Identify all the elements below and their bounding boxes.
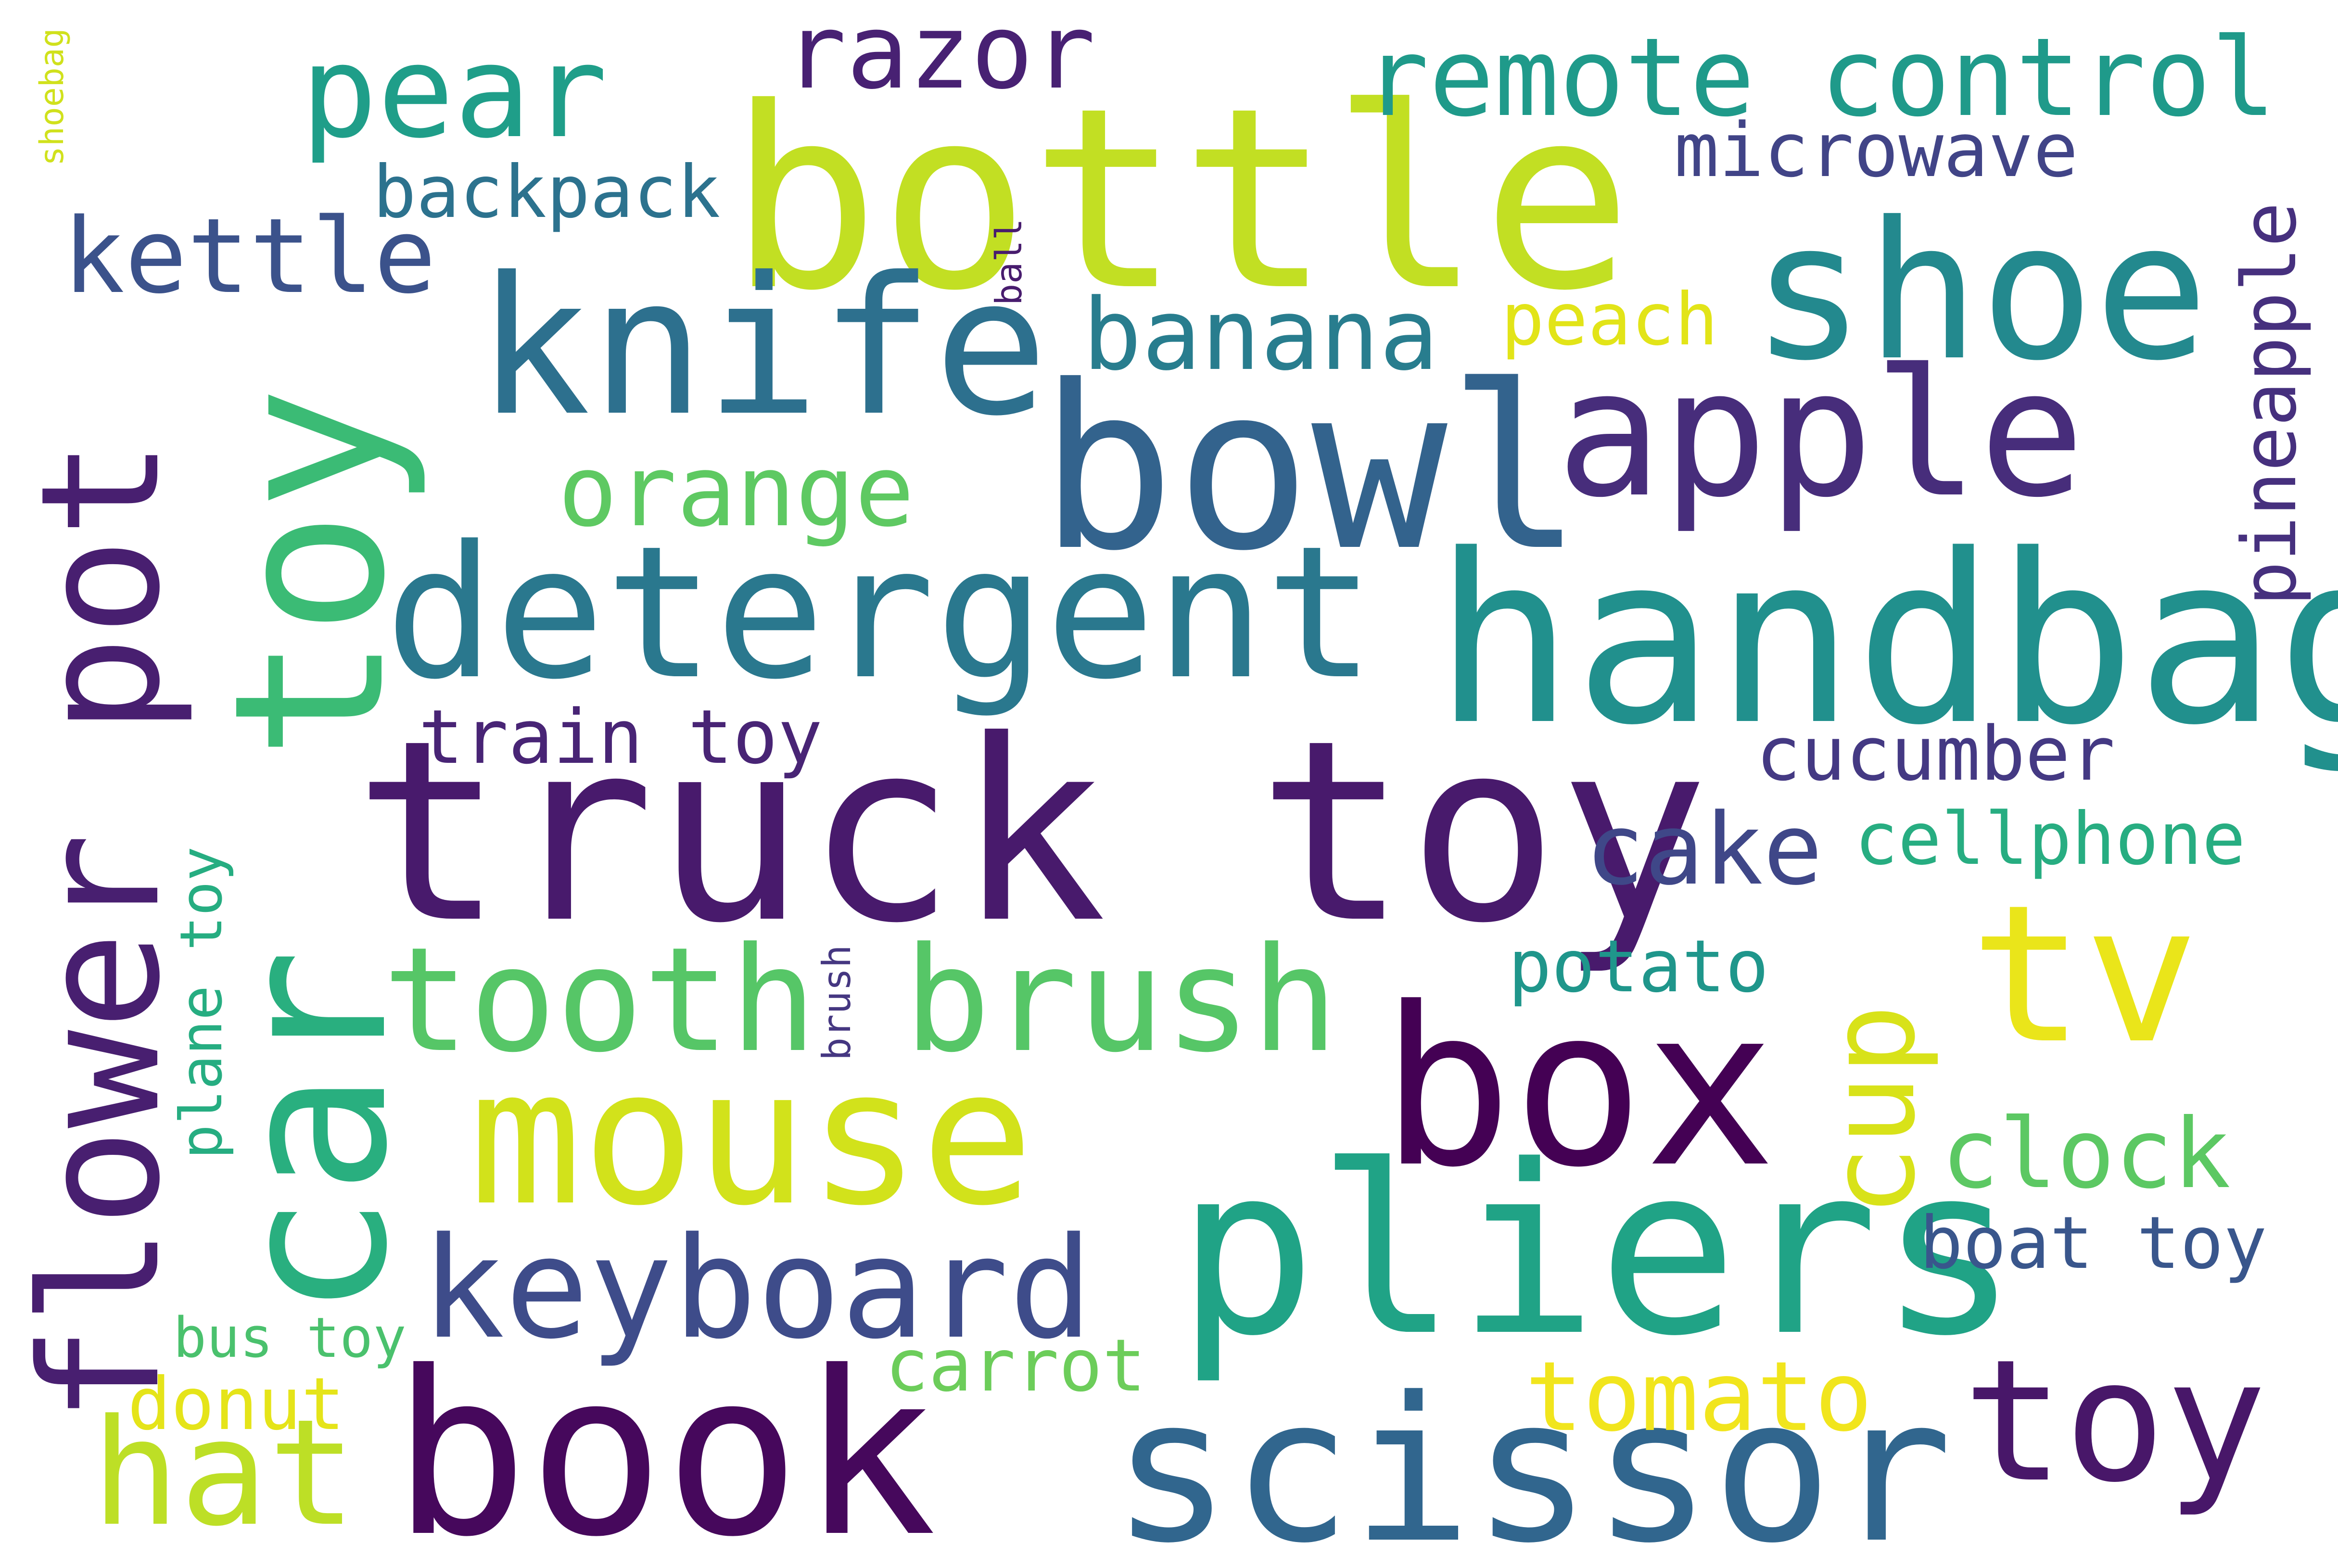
word-backpack: backpack bbox=[373, 151, 721, 234]
word-scissor: scissor bbox=[1111, 1354, 1953, 1568]
word-carrot: carrot bbox=[885, 1324, 1146, 1408]
word-plane-toy: plane toy bbox=[168, 846, 235, 1159]
word-handbag: handbag bbox=[1434, 505, 2338, 776]
word-bus-toy: bus toy bbox=[173, 1306, 407, 1370]
word-remote-control-text: remote control bbox=[1364, 15, 2276, 141]
word-tomato: tomato bbox=[1525, 1341, 1873, 1453]
word-brush: brush bbox=[814, 945, 859, 1061]
word-knife: knife bbox=[476, 237, 1049, 458]
word-truck-toy: truck toy bbox=[354, 686, 1709, 978]
word-shoe: shoe bbox=[1751, 181, 2209, 403]
word-donut: donut bbox=[127, 1363, 345, 1446]
word-boat-toy: boat toy bbox=[1919, 1201, 2267, 1285]
word-train-toy: train toy bbox=[419, 694, 823, 781]
word-pliers: pliers bbox=[1176, 1116, 2019, 1387]
word-flower-pot: flower pot bbox=[6, 439, 196, 1424]
word-shoebag: shoebag bbox=[33, 28, 71, 166]
word-pear: pear bbox=[301, 18, 608, 166]
word-book: book bbox=[392, 1323, 937, 1568]
word-banana: banana bbox=[1082, 278, 1439, 392]
word-kettle: kettle bbox=[63, 196, 436, 316]
word-tv: tv bbox=[1970, 864, 2199, 1086]
word-orange: orange bbox=[558, 434, 915, 549]
word-hat: hat bbox=[91, 1388, 356, 1558]
word-bowl: bowl bbox=[1039, 337, 1584, 600]
word-apple: apple bbox=[1556, 332, 2085, 536]
word-detergent: detergent bbox=[385, 506, 1376, 720]
word-cellphone: cellphone bbox=[1855, 797, 2246, 881]
word-toy-vertical: toy bbox=[190, 386, 431, 760]
word-potato: potato bbox=[1508, 925, 1769, 1009]
word-box: box bbox=[1381, 961, 1776, 1215]
word-mouse: mouse bbox=[469, 1028, 1034, 1247]
word-car: car bbox=[195, 948, 432, 1318]
word-tooth-brush: tooth brush bbox=[382, 916, 1338, 1084]
word-cucumber: cucumber bbox=[1756, 710, 2115, 797]
word-keyboard: keyboard bbox=[421, 1208, 1093, 1370]
word-bottle: bottle bbox=[729, 54, 1633, 345]
word-clock: clock bbox=[1941, 1098, 2231, 1210]
word-pineapple: pineapple bbox=[2226, 202, 2313, 606]
word-razor: razor bbox=[784, 0, 1096, 112]
word-toy-right: toy bbox=[1963, 1323, 2267, 1519]
word-ball: ball bbox=[988, 218, 1030, 305]
word-cup: cup bbox=[1804, 1004, 1941, 1217]
word-microwave: microwave bbox=[1674, 107, 2078, 194]
word-peach: peach bbox=[1501, 278, 1718, 362]
word-cake: cake bbox=[1585, 793, 1823, 907]
